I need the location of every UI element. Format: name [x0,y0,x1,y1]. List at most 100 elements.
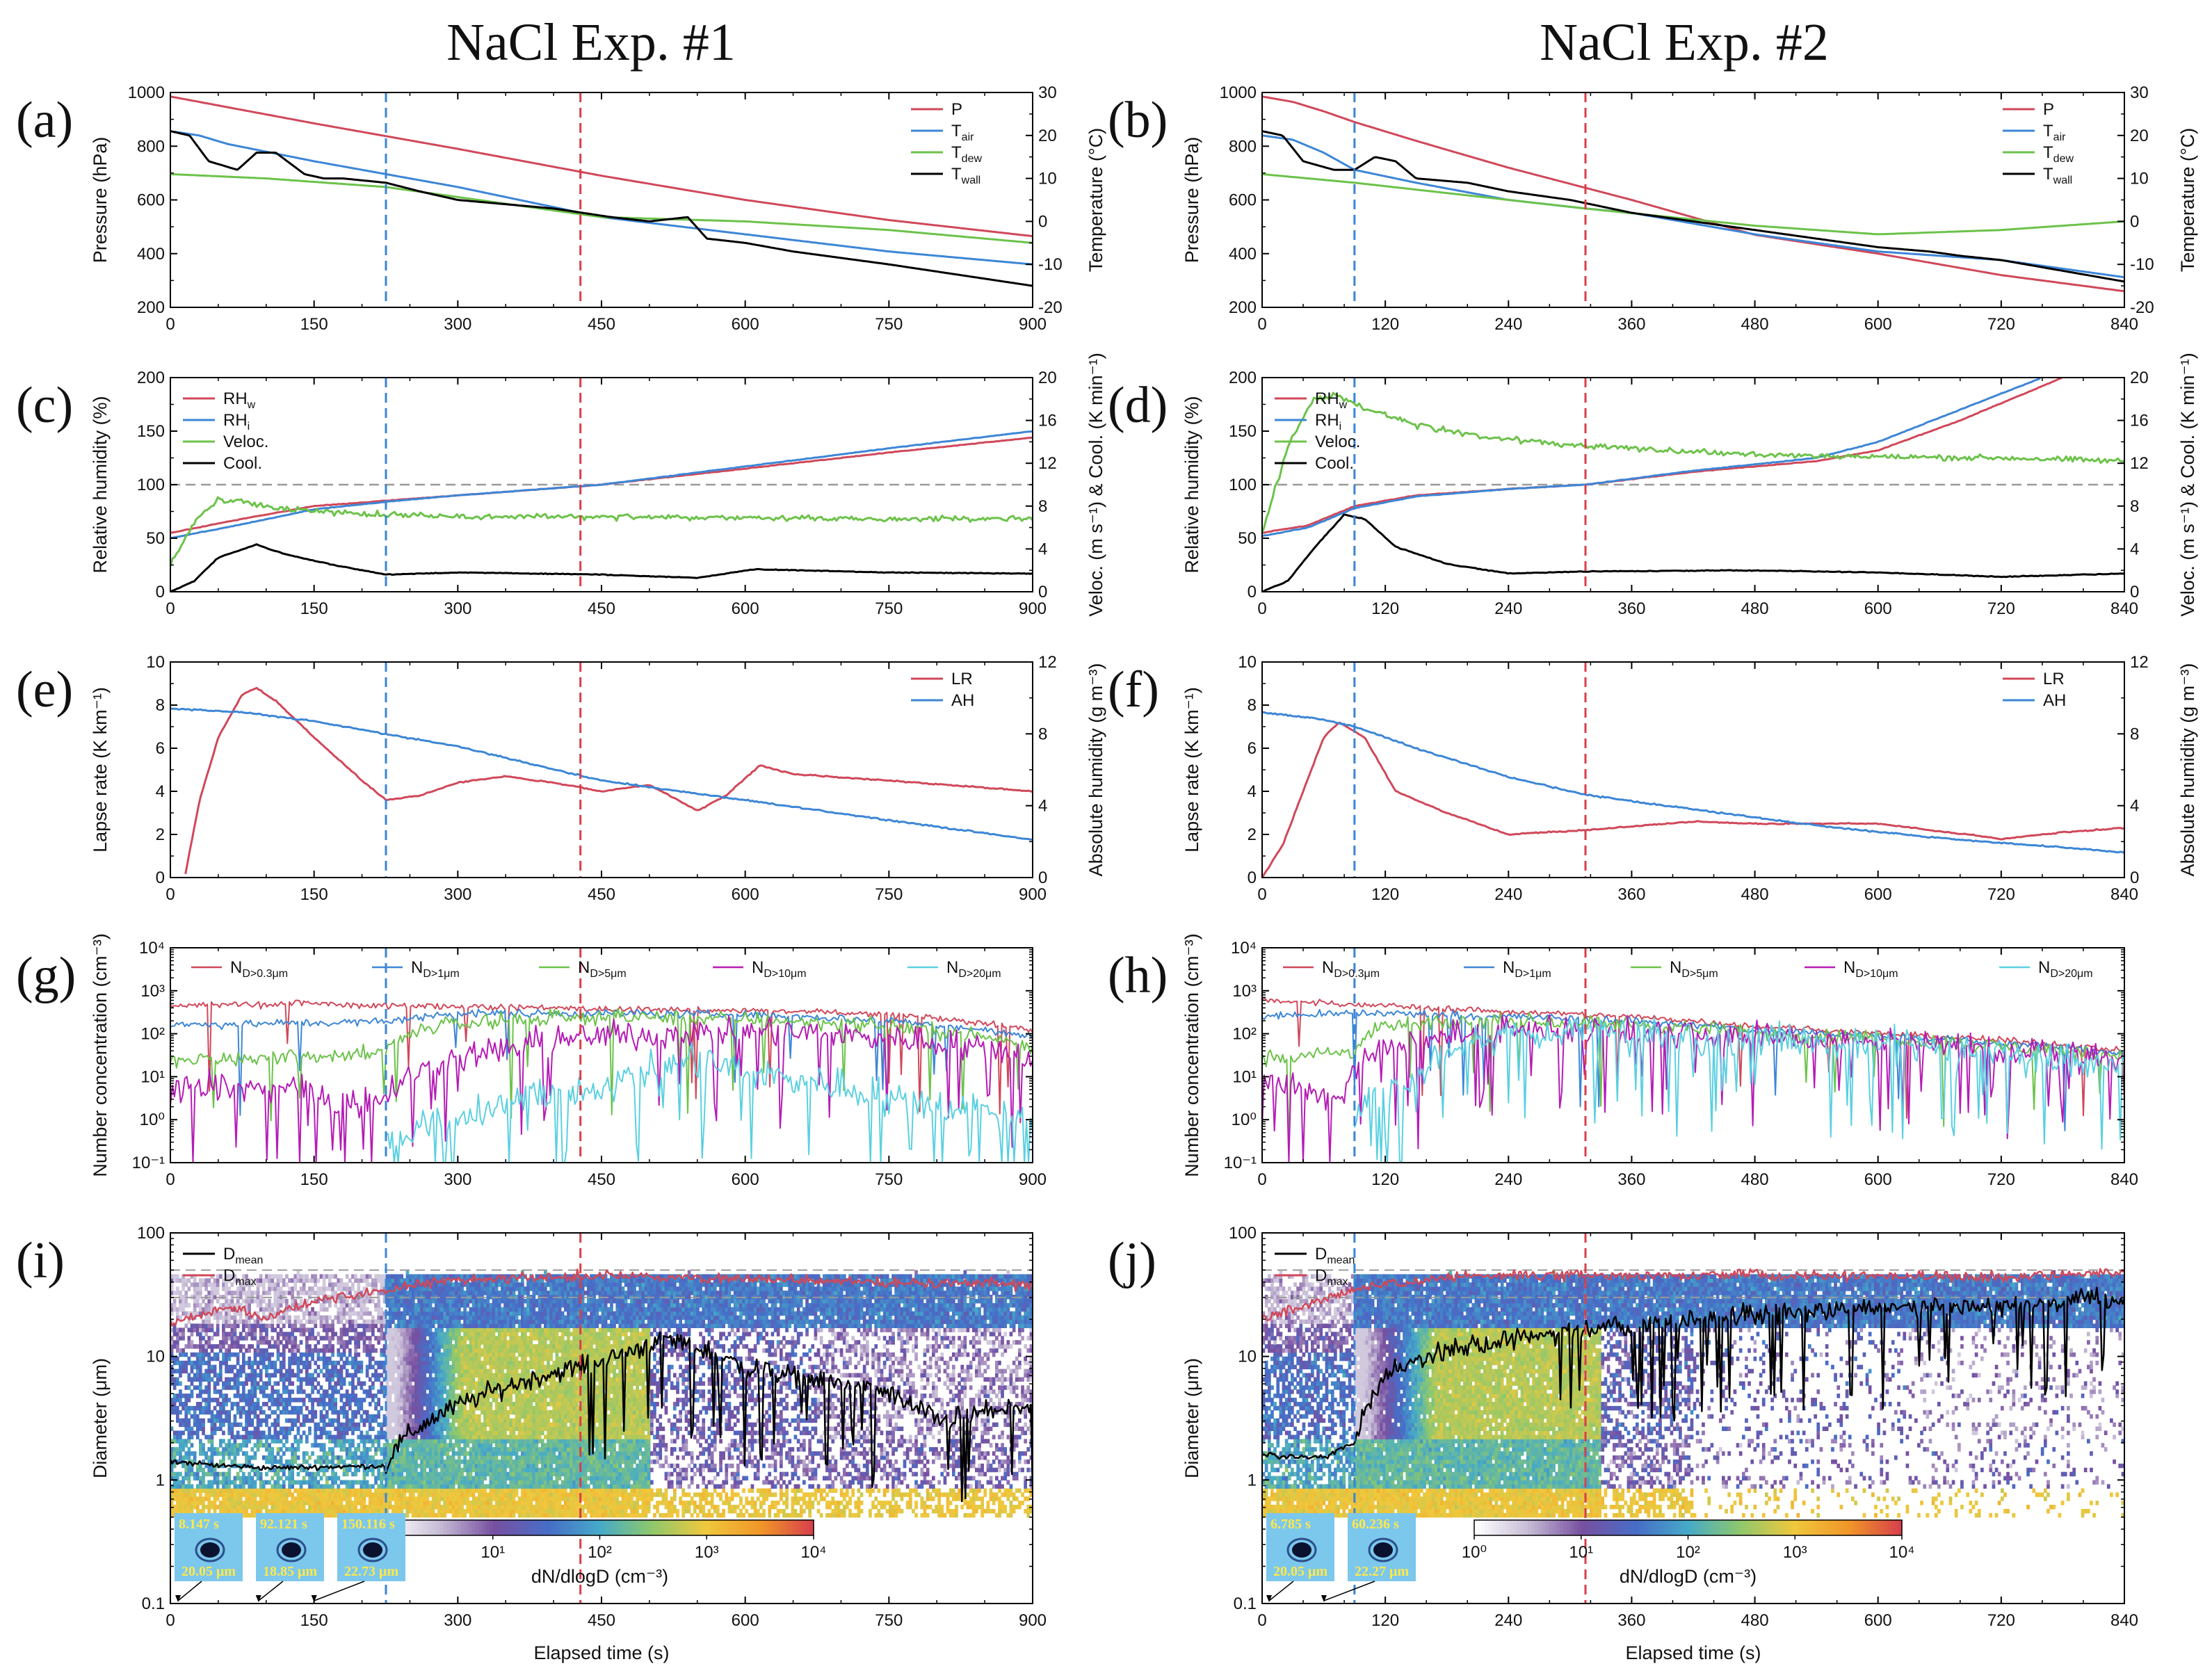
heatmap-cell [291,1410,294,1415]
heatmap-cell [354,1364,357,1370]
heatmap-cell [305,1319,309,1324]
heatmap-cell [339,1286,344,1291]
heatmap-cell [397,1311,401,1316]
heatmap-cell [172,1368,177,1374]
heatmap-cell [374,1336,378,1341]
heatmap-cell [411,1385,415,1390]
heatmap-cell [184,1344,188,1349]
heatmap-cell [230,1402,234,1407]
heatmap-cell [184,1451,188,1456]
chart-panels: 0 150 300 450 600 750 9002004006008001000Press… [16,83,2198,1663]
left-y-tick-label: 10⁴ [1231,939,1257,958]
heatmap-cell [382,1505,387,1510]
heatmap-cell [293,1496,298,1501]
heatmap-cell [233,1488,237,1493]
heatmap-cell [187,1360,191,1366]
heatmap-cell [276,1496,280,1501]
heatmap-cell [176,1405,179,1411]
heatmap-cell [420,1364,423,1370]
heatmap-cell [328,1488,332,1493]
heatmap-cell [423,1426,427,1431]
heatmap-cell [207,1336,211,1341]
heatmap-cell [414,1422,418,1428]
heatmap-cell [181,1332,185,1336]
heatmap-cell [308,1327,312,1332]
heatmap-cell [279,1439,283,1444]
heatmap-cell [299,1496,303,1501]
heatmap-cell [273,1298,277,1304]
heatmap-cell [403,1286,407,1291]
heatmap-cell [374,1447,378,1452]
heatmap-cell [423,1364,427,1370]
heatmap-cell [420,1405,423,1411]
heatmap-cell [222,1381,225,1386]
heatmap-cell [187,1373,191,1378]
heatmap-cell [328,1476,332,1481]
heatmap-cell [225,1336,228,1341]
heatmap-cell [176,1332,179,1336]
heatmap-cell [230,1426,234,1431]
heatmap-cell [305,1480,309,1485]
heatmap-cell [296,1414,300,1419]
left-y-tick-label: 800 [1229,137,1257,156]
heatmap-cell [348,1381,352,1386]
heatmap-cell [227,1344,232,1349]
heatmap-cell [339,1278,344,1283]
heatmap-cell [382,1360,387,1366]
heatmap-cell [411,1501,415,1505]
heatmap-cell [391,1364,395,1370]
heatmap-cell [403,1332,407,1336]
heatmap-cell [339,1443,344,1448]
heatmap-cell [242,1439,245,1444]
heatmap-cell [420,1512,423,1518]
heatmap-cell [225,1302,228,1308]
heatmap-cell [207,1356,211,1362]
heatmap-cell [302,1451,306,1456]
heatmap-cell [423,1480,427,1485]
heatmap-cell [417,1356,421,1362]
heatmap-cell [314,1278,318,1283]
heatmap-cell [426,1377,430,1382]
heatmap-cell [184,1463,188,1469]
heatmap-cell [408,1286,412,1291]
heatmap-cell [302,1282,306,1287]
heatmap-cell [187,1471,191,1477]
heatmap-cell [331,1352,334,1357]
heatmap-cell [345,1455,349,1460]
heatmap-cell [417,1484,421,1489]
legend-label: Veloc. [1315,433,1360,451]
heatmap-cell [291,1323,294,1328]
heatmap-cell [259,1332,263,1336]
heatmap-cell [426,1295,430,1300]
heatmap-cell [362,1435,366,1439]
heatmap-cell [248,1505,251,1510]
heatmap-cell [377,1414,380,1419]
heatmap-cell [311,1451,314,1456]
heatmap-cell [213,1501,217,1505]
heatmap-cell [227,1336,232,1341]
heatmap-cell [308,1381,312,1386]
heatmap-cell [271,1274,275,1279]
left-y-tick-label: 10⁻¹ [132,1154,165,1172]
heatmap-cell [403,1496,407,1501]
heatmap-cell [325,1274,329,1279]
heatmap-cell [259,1405,263,1411]
heatmap-cell [288,1402,291,1407]
heatmap-cell [417,1344,421,1349]
heatmap-cell [345,1501,349,1505]
heatmap-cell [408,1496,412,1501]
heatmap-cell [187,1484,191,1489]
heatmap-cell [342,1471,346,1477]
heatmap-cell [250,1492,255,1497]
heatmap-cell [334,1385,337,1390]
heatmap-cell [199,1332,202,1336]
heatmap-cell [322,1398,326,1403]
heatmap-cell [322,1484,326,1489]
heatmap-cell [394,1398,398,1403]
heatmap-cell [371,1323,375,1328]
heatmap-cell [293,1398,298,1403]
heatmap-cell [219,1364,223,1370]
heatmap-cell [250,1394,255,1398]
heatmap-cell [380,1327,384,1332]
heatmap-cell [380,1484,384,1489]
